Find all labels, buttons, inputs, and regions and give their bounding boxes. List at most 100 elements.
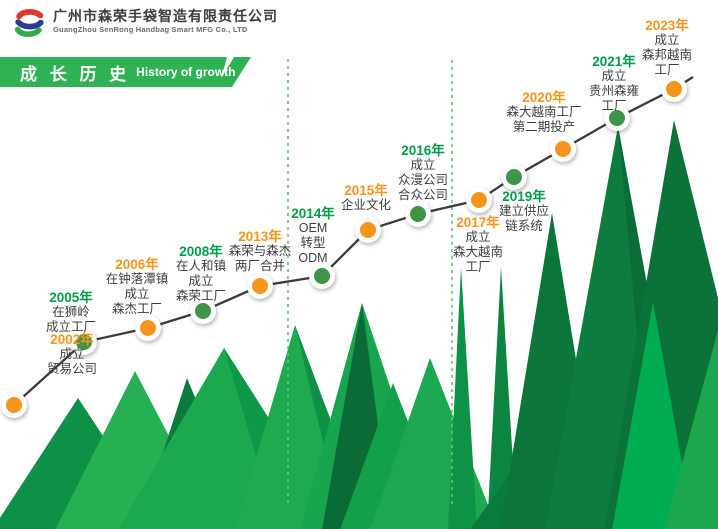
company-name-en: GuangZhou SenRong Handbag Smart MFG Co.,…	[53, 25, 248, 34]
milestone-year: 2006年	[115, 257, 159, 272]
milestone-dot-2021	[604, 105, 630, 131]
milestone-text-line: 建立供应	[498, 204, 550, 218]
milestone-dot-core	[314, 268, 330, 284]
milestone-label-2006: 2006年 在钟落潭镇 成立 森杰工厂	[106, 257, 169, 317]
milestone-dot-2017	[466, 187, 492, 213]
milestone-label-2002: 2002年 成立 贸易公司	[47, 332, 97, 377]
milestone-text-line: 成立	[465, 230, 491, 244]
milestone-year: 2002年	[50, 332, 94, 347]
milestone-dot-2008	[190, 298, 216, 324]
milestone-text-line: 第二期投产	[512, 120, 576, 134]
milestone-year: 2014年	[291, 206, 335, 221]
milestone-dot-core	[609, 110, 625, 126]
milestone-year: 2005年	[49, 290, 93, 305]
milestone-year: 2015年	[344, 183, 388, 198]
milestone-text-line: 在狮岭	[52, 305, 90, 319]
milestone-text-line: 成立工厂	[45, 320, 97, 334]
milestone-text-line: 森大越南工厂	[506, 105, 582, 119]
milestone-dot-2019	[501, 164, 527, 190]
milestone-text-line: 成立	[601, 69, 627, 83]
mountain-triangle	[487, 267, 517, 529]
milestone-label-2021: 2021年 成立 贵州森雍 工厂	[589, 54, 639, 114]
milestone-dot-2023	[661, 76, 687, 102]
milestone-text-line: ODM	[298, 251, 328, 265]
milestone-text-line: 贸易公司	[46, 362, 98, 376]
milestone-text-line: 工厂	[465, 260, 491, 274]
milestone-year: 2023年	[645, 18, 689, 33]
milestone-text-line: 贵州森雍	[588, 84, 640, 98]
mountain-triangle	[612, 302, 694, 529]
milestone-dot-core	[76, 334, 92, 350]
milestone-dot-2016	[405, 201, 431, 227]
banner-title: 成 长 历 史 History of growth	[20, 57, 236, 87]
milestone-dot-2006	[135, 315, 161, 341]
company-name-block: 广州市森荣手袋智造有限责任公司 GuangZhou SenRong Handba…	[53, 8, 278, 35]
milestone-label-2019: 2019年 建立供应 链系统	[499, 189, 549, 234]
milestone-dot-core	[360, 222, 376, 238]
milestone-label-2008: 2008年 在人和镇 成立 森荣工厂	[176, 244, 226, 304]
mountain-triangle	[664, 330, 718, 529]
milestone-label-2014: 2014年 OEM 转型 ODM	[291, 206, 335, 266]
milestone-text-line: 链系统	[505, 219, 543, 233]
milestone-dot-2013	[247, 273, 273, 299]
milestone-dot-2005	[71, 329, 97, 355]
milestone-label-2023: 2023年 成立 森邦越南 工厂	[642, 18, 692, 78]
milestone-dot-2020	[550, 136, 576, 162]
milestone-text-line: 森大越南	[452, 245, 504, 259]
milestone-text-line: 在人和镇	[175, 259, 227, 273]
milestone-text-line: 成立	[410, 158, 436, 172]
milestone-text-line: 成立	[654, 33, 680, 47]
milestone-text-line: 森荣与森杰	[228, 244, 292, 258]
milestone-dot-core	[252, 278, 268, 294]
milestone-text-line: 工厂	[654, 63, 680, 77]
milestone-label-2016: 2016年 成立 众漫公司 合众公司	[398, 143, 448, 203]
milestone-year: 2008年	[179, 244, 223, 259]
milestone-dot-core	[195, 303, 211, 319]
milestone-dot-2014	[309, 263, 335, 289]
milestone-label-2013: 2013年 森荣与森杰 两厂合并	[229, 229, 292, 274]
milestone-label-2005: 2005年 在狮岭 成立工厂	[46, 290, 96, 335]
banner-title-zh: 成 长 历 史	[20, 64, 131, 84]
milestone-year: 2016年	[401, 143, 445, 158]
milestone-dot-core	[666, 81, 682, 97]
milestone-dot-core	[555, 141, 571, 157]
banner-title-en: History of growth	[136, 65, 236, 79]
milestone-text-line: 工厂	[601, 99, 627, 113]
banner-ribbon-shape	[0, 57, 251, 87]
milestone-text-line: 在钟落潭镇	[105, 272, 169, 286]
milestone-text-line: 成立	[59, 347, 85, 361]
milestone-text-line: 众漫公司	[397, 173, 449, 187]
header: 广州市森荣手袋智造有限责任公司 GuangZhou SenRong Handba…	[12, 8, 278, 40]
milestone-text-line: 合众公司	[397, 188, 449, 202]
milestone-dot-core	[410, 206, 426, 222]
company-name-zh: 广州市森荣手袋智造有限责任公司	[53, 8, 278, 24]
milestone-dot-core	[140, 320, 156, 336]
milestone-label-2017: 2017年 成立 森大越南 工厂	[453, 215, 503, 275]
milestone-dot-2015	[355, 217, 381, 243]
milestone-label-2020: 2020年 森大越南工厂 第二期投产	[506, 90, 581, 135]
milestone-year: 2013年	[238, 229, 282, 244]
milestone-text-line: 森杰工厂	[111, 302, 163, 316]
milestone-dot-core	[506, 169, 522, 185]
milestone-label-2015: 2015年 企业文化	[341, 183, 391, 213]
senrong-s-logo-icon	[14, 9, 44, 37]
milestone-year: 2020年	[522, 90, 566, 105]
section-banner: 成 长 历 史 History of growth	[0, 57, 270, 87]
milestone-text-line: 两厂合并	[234, 259, 286, 273]
milestone-text-line: OEM	[298, 221, 328, 235]
milestone-text-line: 森邦越南	[641, 48, 693, 62]
mountain-triangle	[448, 267, 477, 529]
milestone-year: 2021年	[592, 54, 636, 69]
milestone-year: 2017年	[456, 215, 500, 230]
milestone-text-line: 转型	[300, 236, 326, 250]
milestone-text-line: 成立	[188, 274, 214, 288]
milestone-dot-2002	[1, 392, 27, 418]
milestone-year: 2019年	[502, 189, 546, 204]
milestone-dot-core	[471, 192, 487, 208]
milestone-text-line: 企业文化	[340, 198, 392, 212]
milestone-text-line: 成立	[124, 287, 150, 301]
milestone-dot-core	[6, 397, 22, 413]
milestone-text-line: 森荣工厂	[175, 289, 227, 303]
